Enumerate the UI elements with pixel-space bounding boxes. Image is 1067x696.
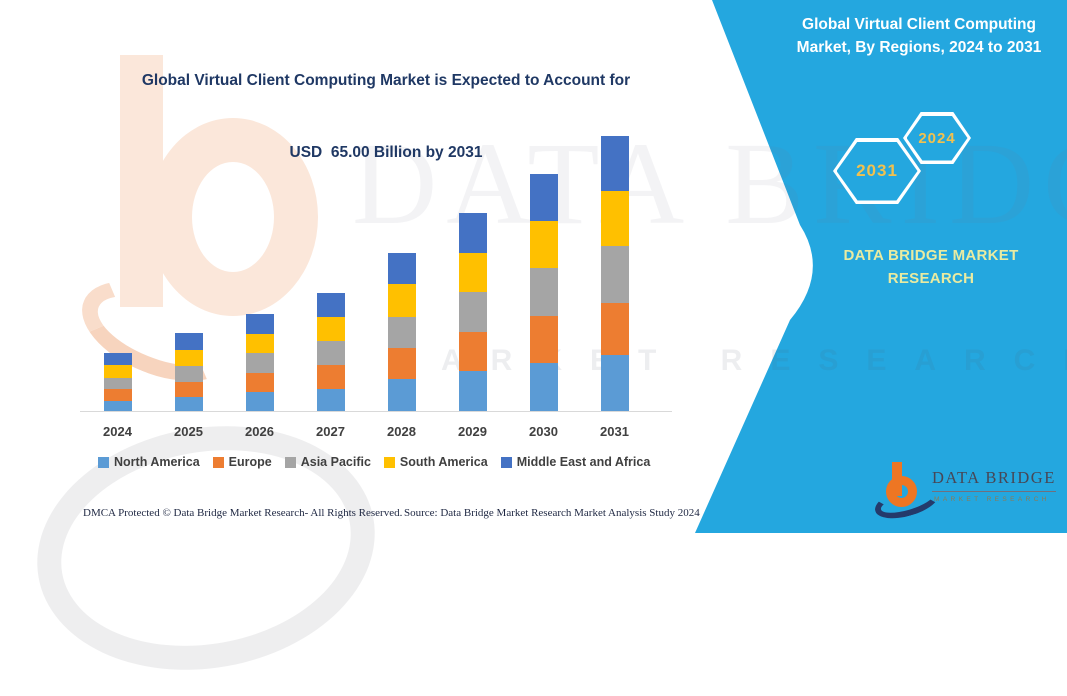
legend-item-europe: Europe [212,455,272,469]
bar-segment-2026-north-america [245,392,274,411]
brand-text-line1: DATA BRIDGE MARKET [843,247,1019,264]
bar-segment-2029-north-america [458,371,487,411]
stacked-bar-chart: 2024 2025 2026 2027 2028 2029 2030 2031 [80,96,672,439]
bar-segment-2027-middle-east-and-africa [316,292,345,317]
footer-source: Source: Data Bridge Market Research Mark… [404,507,700,519]
bar-2026 [245,313,274,411]
side-panel-brand-text: DATA BRIDGE MARKET RESEARCH [820,244,1042,291]
x-tick-label-2024: 2024 [103,424,132,439]
side-panel-title: Global Virtual Client Computing Market, … [796,16,1042,57]
x-tick-label-2027: 2027 [316,424,345,439]
legend-item-middle-east-and-africa: Middle East and Africa [500,455,651,469]
bar-segment-2031-south-america [600,190,629,246]
bar-segment-2027-asia-pacific [316,340,345,365]
bar-segment-2027-north-america [316,388,345,411]
bar-segment-2027-south-america [316,316,345,341]
blue-panel-shape [695,0,1067,533]
bar-segment-2025-north-america [174,397,203,411]
chart-legend: North America Europe Asia Pacific South Ame… [98,455,650,469]
logo-sub-text: MARKET RESEARCH [934,496,1050,503]
bar-segment-2024-middle-east-and-africa [103,352,132,366]
legend-swatch-icon [284,456,296,468]
bar-2028 [387,253,416,411]
bar-segment-2025-south-america [174,349,203,367]
x-tick-label-2029: 2029 [458,424,487,439]
legend-label: Asia Pacific [300,455,371,469]
bar-segment-2031-north-america [600,354,629,411]
x-tick-label-2031: 2031 [600,424,629,439]
bar-segment-2026-south-america [245,333,274,354]
bar-2024 [103,352,132,411]
x-tick-label-2030: 2030 [529,424,558,439]
legend-label: Middle East and Africa [516,455,651,469]
bar-2025 [174,333,203,411]
bar-segment-2026-middle-east-and-africa [245,313,274,334]
databridge-logo: DATA BRIDGE MARKET RESEARCH [871,460,1056,525]
legend-swatch-icon [500,456,512,468]
chart-title-line1: Global Virtual Client Computing Market i… [141,72,631,90]
x-tick-label-2026: 2026 [245,424,274,439]
legend-item-north-america: North America [98,455,200,469]
bar-segment-2025-middle-east-and-africa [174,333,203,350]
bar-segment-2024-north-america [103,400,132,411]
blue-side-panel [695,0,1067,533]
x-tick-label-2025: 2025 [174,424,203,439]
bar-segment-2031-europe [600,303,629,355]
bar-segment-2028-north-america [387,378,416,411]
legend-swatch-icon [98,456,109,468]
bar-segment-2028-asia-pacific [387,317,416,348]
logo-b-bowl-icon [886,476,917,507]
bar-segment-2029-europe [458,331,487,372]
infographic-canvas: { "header": { "title_line1": "Global Vir… [17,0,1067,696]
bar-segment-2025-europe [174,381,203,398]
bar-segment-2031-middle-east-and-africa [600,135,629,191]
bar-segment-2030-europe [529,315,558,363]
bar-segment-2030-middle-east-and-africa [529,173,558,221]
bar-segment-2029-south-america [458,252,487,293]
bar-segment-2030-south-america [529,220,558,269]
bar-segment-2026-europe [245,372,274,393]
bar-segment-2029-middle-east-and-africa [458,213,487,253]
hexagon-2031-label: 2031 [856,161,898,180]
bar-segment-2025-asia-pacific [174,366,203,382]
bar-segment-2030-asia-pacific [529,268,558,316]
bar-2027 [316,292,345,411]
bar-2031 [600,135,629,411]
bar-segment-2030-north-america [529,362,558,411]
legend-item-south-america: South America [383,455,488,469]
legend-label: South America [399,455,488,469]
bar-segment-2027-europe [316,364,345,389]
bar-segment-2028-south-america [387,284,416,318]
legend-label: Europe [228,455,272,469]
legend-label: North America [114,455,200,469]
bar-segment-2028-europe [387,347,416,379]
logo-name-text: DATA BRIDGE [932,468,1056,492]
bar-segment-2029-asia-pacific [458,292,487,332]
hexagon-2024-label: 2024 [918,129,956,147]
bar-segment-2024-asia-pacific [103,377,132,389]
brand-text-line2: RESEARCH [887,270,975,288]
x-tick-label-2028: 2028 [387,424,416,439]
bar-segment-2028-middle-east-and-africa [387,253,416,285]
legend-swatch-icon [212,456,224,468]
footer-copyright: DMCA Protected © Data Bridge Market Rese… [83,507,403,519]
bar-segment-2024-south-america [103,365,132,378]
bar-segment-2026-asia-pacific [245,353,274,373]
bar-2029 [458,213,487,411]
x-axis-line [80,411,672,412]
bar-2030 [529,173,558,411]
bar-segment-2024-europe [103,388,132,401]
legend-swatch-icon [383,456,395,468]
bar-segment-2031-asia-pacific [600,245,629,304]
legend-item-asia-pacific: Asia Pacific [284,455,371,469]
